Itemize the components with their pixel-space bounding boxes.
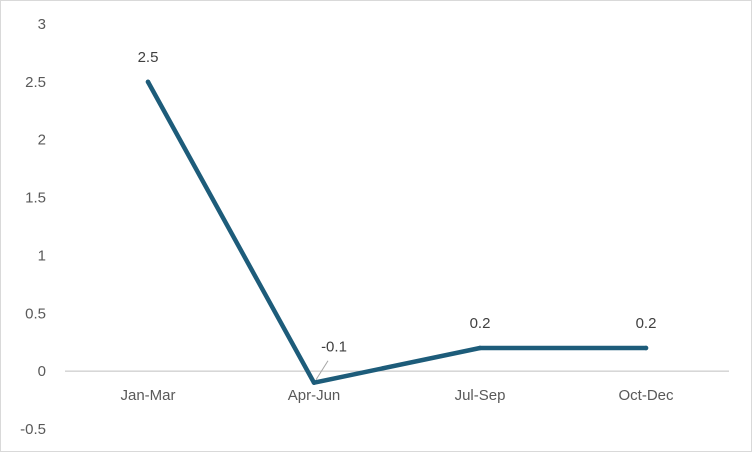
leader-line [315, 360, 329, 380]
data-label: 0.2 [636, 315, 657, 332]
y-tick-label: 0.5 [25, 305, 46, 322]
y-tick-label: 0 [38, 363, 46, 380]
data-point [311, 380, 317, 385]
y-tick-label: 1.5 [25, 190, 46, 207]
x-category-label: Jan-Mar [120, 387, 175, 404]
y-tick-label: 2 [38, 132, 46, 149]
x-axis-category-labels: Jan-Mar Apr-Jun Jul-Sep Oct-Dec [120, 387, 674, 404]
x-category-label: Jul-Sep [455, 387, 506, 404]
data-labels: 2.5 -0.1 0.2 0.2 [138, 49, 657, 356]
series-points [145, 79, 649, 385]
data-point [477, 345, 483, 351]
y-tick-label: -0.5 [20, 421, 46, 438]
y-tick-label: 3 [38, 16, 46, 33]
data-label: 0.2 [470, 315, 491, 332]
data-point [145, 79, 151, 85]
x-category-label: Apr-Jun [288, 387, 341, 404]
x-category-label: Oct-Dec [618, 387, 674, 404]
data-label: 2.5 [138, 49, 159, 66]
y-axis-tick-labels: 3 2.5 2 1.5 1 0.5 0 -0.5 [20, 16, 46, 438]
data-point [643, 345, 649, 351]
y-tick-label: 2.5 [25, 74, 46, 91]
data-label: -0.1 [321, 339, 347, 356]
data-label-leader-lines [315, 360, 329, 380]
series-line [145, 79, 649, 385]
y-tick-label: 1 [38, 247, 46, 264]
